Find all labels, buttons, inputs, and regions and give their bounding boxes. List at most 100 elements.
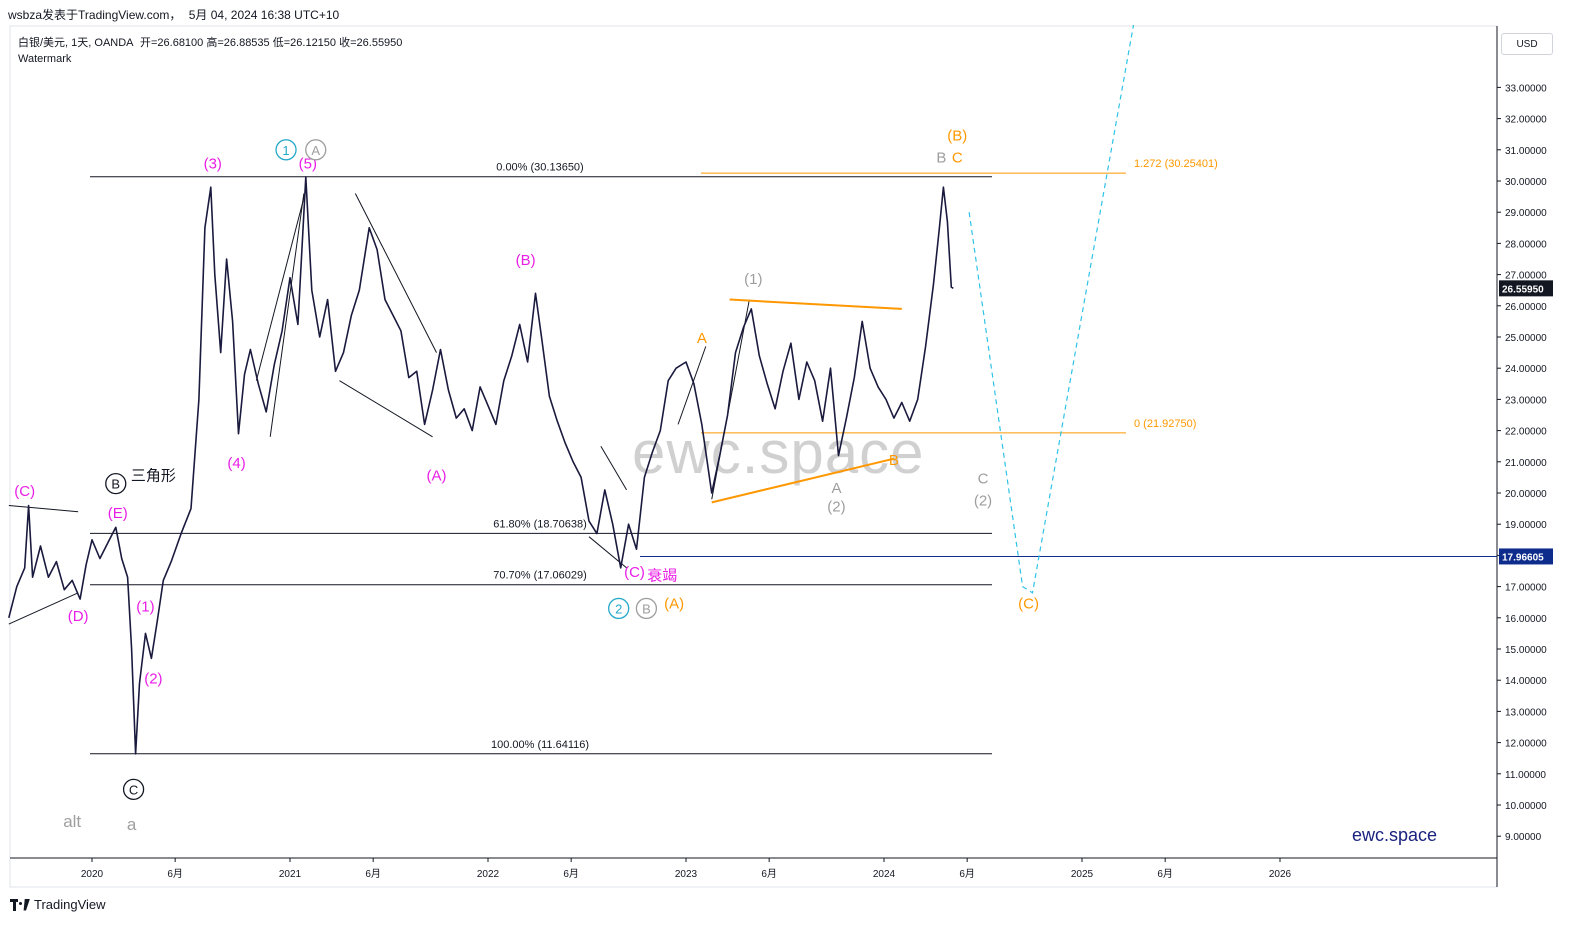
x-tick-label: 6月 bbox=[761, 868, 777, 880]
wave-label: C bbox=[978, 471, 989, 488]
y-tick-label: 11.00000 bbox=[1505, 770, 1546, 781]
wave-label: B bbox=[889, 452, 899, 469]
open-value: =26.68100 bbox=[150, 37, 204, 49]
y-tick-label: 23.00000 bbox=[1505, 395, 1547, 406]
y-tick-label: 15.00000 bbox=[1505, 645, 1547, 656]
x-tick-label: 2020 bbox=[81, 869, 104, 880]
trend-line bbox=[729, 298, 902, 310]
trend-line bbox=[255, 190, 307, 381]
wave-label: (2) bbox=[144, 670, 162, 687]
circle-wave-label: C bbox=[129, 782, 138, 797]
y-tick-label: 29.00000 bbox=[1505, 208, 1547, 219]
y-tick-label: 31.00000 bbox=[1505, 146, 1547, 157]
trend-line bbox=[677, 346, 707, 425]
close-label: 收 bbox=[339, 37, 351, 49]
trend-drawings bbox=[8, 24, 1135, 625]
trend-line bbox=[711, 457, 895, 504]
wave-label: (C) bbox=[14, 483, 35, 500]
y-tick-label: 13.00000 bbox=[1505, 707, 1547, 718]
price-badge-label: 26.55950 bbox=[1502, 284, 1544, 295]
timestamp-text: 5月 04, 2024 16:38 UTC+10 bbox=[188, 8, 340, 22]
circle-wave-marker bbox=[305, 139, 327, 161]
y-tick-label: 19.00000 bbox=[1505, 520, 1547, 531]
trend-line bbox=[269, 193, 305, 437]
circle-wave-label: 1 bbox=[282, 143, 289, 158]
low-label: 低 bbox=[272, 37, 284, 49]
close-value: =26.55950 bbox=[350, 37, 403, 49]
wave-label: (1) bbox=[744, 271, 762, 288]
currency-button[interactable]: USD bbox=[1501, 33, 1553, 55]
footer-brand: TradingView bbox=[34, 897, 106, 912]
y-tick-label: 32.00000 bbox=[1505, 115, 1547, 126]
fib-levels: 0.00% (30.13650) 61.80% (18.70638) 70.70% … bbox=[90, 158, 1497, 755]
wave-label: A bbox=[831, 480, 841, 497]
wave-label: (B) bbox=[947, 127, 967, 144]
high-value: =26.88535 bbox=[217, 37, 270, 49]
brand-watermark: ewc.space bbox=[1352, 825, 1438, 845]
wave-label: alt bbox=[63, 812, 81, 831]
y-tick-label: 21.00000 bbox=[1505, 458, 1547, 469]
x-tick-label: 2021 bbox=[279, 869, 302, 880]
tradingview-logo-icon bbox=[10, 898, 30, 911]
footer: TradingView bbox=[10, 897, 106, 912]
y-tick-label: 16.00000 bbox=[1505, 614, 1547, 625]
x-tick-label: 6月 bbox=[959, 868, 975, 880]
fib-level-label: 100.00% (11.64116) bbox=[491, 739, 589, 751]
y-tick-label: 9.00000 bbox=[1505, 832, 1542, 843]
y-tick-label: 30.00000 bbox=[1505, 177, 1547, 188]
circle-wave-marker bbox=[122, 778, 145, 801]
y-tick-label: 17.00000 bbox=[1505, 583, 1547, 594]
x-tick-label: 2024 bbox=[873, 869, 896, 880]
wave-label: (A) bbox=[664, 595, 684, 612]
wave-label: 三角形 bbox=[131, 468, 176, 485]
x-tick-label: 6月 bbox=[365, 868, 381, 880]
y-tick-label: 12.00000 bbox=[1505, 739, 1547, 750]
chart-frame bbox=[9, 25, 1498, 888]
x-tick-label: 6月 bbox=[1157, 868, 1173, 880]
circle-wave-marker bbox=[608, 597, 630, 620]
circle-wave-marker bbox=[635, 597, 658, 620]
fib-level-label: 61.80% (18.70638) bbox=[493, 518, 587, 530]
trend-line bbox=[8, 504, 79, 513]
y-tick-label: 22.00000 bbox=[1505, 427, 1547, 438]
circle-wave-label: A bbox=[311, 143, 320, 158]
wave-label: (B) bbox=[516, 252, 536, 269]
wave-label: (1) bbox=[136, 599, 154, 616]
trend-line bbox=[600, 445, 628, 491]
y-tick-label: 24.00000 bbox=[1505, 364, 1547, 375]
trend-line bbox=[354, 193, 437, 353]
wave-label: (C) bbox=[624, 564, 645, 581]
wave-label: (C) bbox=[1018, 595, 1039, 612]
x-tick-label: 6月 bbox=[563, 868, 579, 880]
y-tick-label: 27.00000 bbox=[1505, 271, 1547, 282]
wave-label: a bbox=[127, 815, 137, 834]
circle-wave-marker bbox=[105, 472, 127, 495]
watermark-indicator-label[interactable]: Watermark bbox=[18, 53, 72, 65]
fib-level-label: 0.00% (30.13650) bbox=[496, 162, 583, 174]
projection-path bbox=[968, 24, 1135, 594]
open-label: 开 bbox=[139, 37, 151, 49]
circle-wave-label: B bbox=[111, 477, 120, 492]
x-tick-label: 2023 bbox=[675, 869, 698, 880]
y-tick-label: 28.00000 bbox=[1505, 239, 1547, 250]
y-tick-label: 26.00000 bbox=[1505, 302, 1547, 313]
fib-level-label: 0 (21.92750) bbox=[1134, 418, 1196, 430]
ohlc-legend: 白银/美元, 1天, OANDA 开=26.68100 高=26.88535 低… bbox=[18, 35, 402, 67]
symbol-label[interactable]: 白银/美元, 1天, OANDA bbox=[18, 37, 133, 49]
chart-header: wsbza发表于TradingView.com， 5月 04, 2024 16:… bbox=[8, 6, 339, 23]
x-tick-label: 2026 bbox=[1269, 869, 1292, 880]
price-badge-label: 17.96605 bbox=[1502, 552, 1544, 563]
wave-label: 衰竭 bbox=[647, 567, 677, 584]
fib-level-label: 70.70% (17.06029) bbox=[493, 570, 587, 582]
wave-labels: (C)(D)(E)三角形(1)(2)(3)(4)(5)(A)(B)(C) 衰竭(A… bbox=[14, 127, 1039, 834]
low-value: =26.12150 bbox=[283, 37, 337, 49]
trend-line bbox=[339, 380, 433, 438]
y-tick-label: 33.00000 bbox=[1505, 83, 1547, 94]
wave-label: (D) bbox=[68, 608, 89, 625]
wave-label: C bbox=[952, 149, 963, 166]
x-tick-label: 2022 bbox=[477, 869, 500, 880]
wave-label: (E) bbox=[108, 505, 128, 522]
circle-wave-label: 2 bbox=[615, 601, 622, 616]
price-line bbox=[8, 176, 954, 755]
